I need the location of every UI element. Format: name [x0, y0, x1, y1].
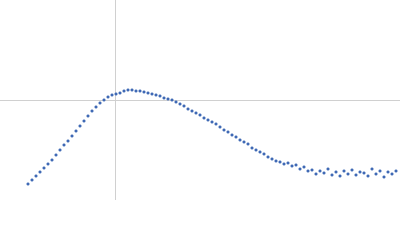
point	[198, 113, 202, 117]
point	[382, 175, 386, 179]
point	[86, 114, 90, 118]
point	[238, 138, 242, 142]
point	[358, 170, 362, 174]
point	[322, 171, 326, 175]
point	[30, 178, 34, 182]
point	[54, 153, 58, 157]
point	[246, 142, 250, 146]
point	[278, 160, 282, 164]
point	[154, 93, 158, 97]
point	[266, 155, 270, 159]
point	[202, 116, 206, 120]
point	[58, 148, 62, 152]
point	[282, 162, 286, 166]
point	[38, 170, 42, 174]
point	[294, 163, 298, 167]
point	[78, 124, 82, 128]
point	[222, 128, 226, 132]
point	[94, 105, 98, 109]
point	[218, 125, 222, 129]
point	[386, 170, 390, 174]
point	[226, 130, 230, 134]
point	[306, 169, 310, 173]
point	[286, 161, 290, 165]
point	[334, 170, 338, 174]
point	[242, 140, 246, 144]
point	[158, 94, 162, 98]
point	[250, 146, 254, 150]
chart	[0, 0, 400, 200]
point	[362, 171, 366, 175]
point	[270, 157, 274, 161]
point	[370, 167, 374, 171]
point	[186, 107, 190, 111]
point	[214, 122, 218, 126]
point	[346, 172, 350, 176]
point	[350, 168, 354, 172]
point	[394, 169, 398, 173]
point	[134, 89, 138, 93]
point	[138, 89, 142, 93]
point	[162, 96, 166, 100]
point	[234, 135, 238, 139]
point	[118, 91, 122, 95]
point	[142, 90, 146, 94]
point	[302, 165, 306, 169]
point	[34, 174, 38, 178]
point	[390, 172, 394, 176]
point	[122, 89, 126, 93]
point	[174, 100, 178, 104]
point	[46, 162, 50, 166]
point	[194, 111, 198, 115]
point	[170, 98, 174, 102]
point	[310, 168, 314, 172]
point	[178, 102, 182, 106]
point	[206, 118, 210, 122]
point	[130, 88, 134, 92]
point	[62, 143, 66, 147]
point	[354, 173, 358, 177]
point	[150, 92, 154, 96]
point	[98, 101, 102, 105]
point	[190, 109, 194, 113]
point	[114, 92, 118, 96]
point	[146, 91, 150, 95]
point	[254, 148, 258, 152]
point	[106, 95, 110, 99]
point	[26, 182, 30, 186]
point	[42, 166, 46, 170]
point	[66, 139, 70, 143]
point	[314, 172, 318, 176]
point	[342, 169, 346, 173]
point	[262, 152, 266, 156]
point	[50, 158, 54, 162]
point	[102, 98, 106, 102]
point	[366, 174, 370, 178]
point	[70, 134, 74, 138]
point	[82, 119, 86, 123]
point	[330, 173, 334, 177]
point	[274, 159, 278, 163]
point	[230, 133, 234, 137]
point	[298, 167, 302, 171]
point	[338, 174, 342, 178]
point	[166, 97, 170, 101]
point	[126, 88, 130, 92]
point	[318, 169, 322, 173]
point	[74, 129, 78, 133]
point	[110, 93, 114, 97]
point	[378, 169, 382, 173]
point	[326, 167, 330, 171]
point	[258, 150, 262, 154]
point	[290, 164, 294, 168]
point	[90, 109, 94, 113]
point	[210, 120, 214, 124]
point	[374, 172, 378, 176]
point	[182, 104, 186, 108]
